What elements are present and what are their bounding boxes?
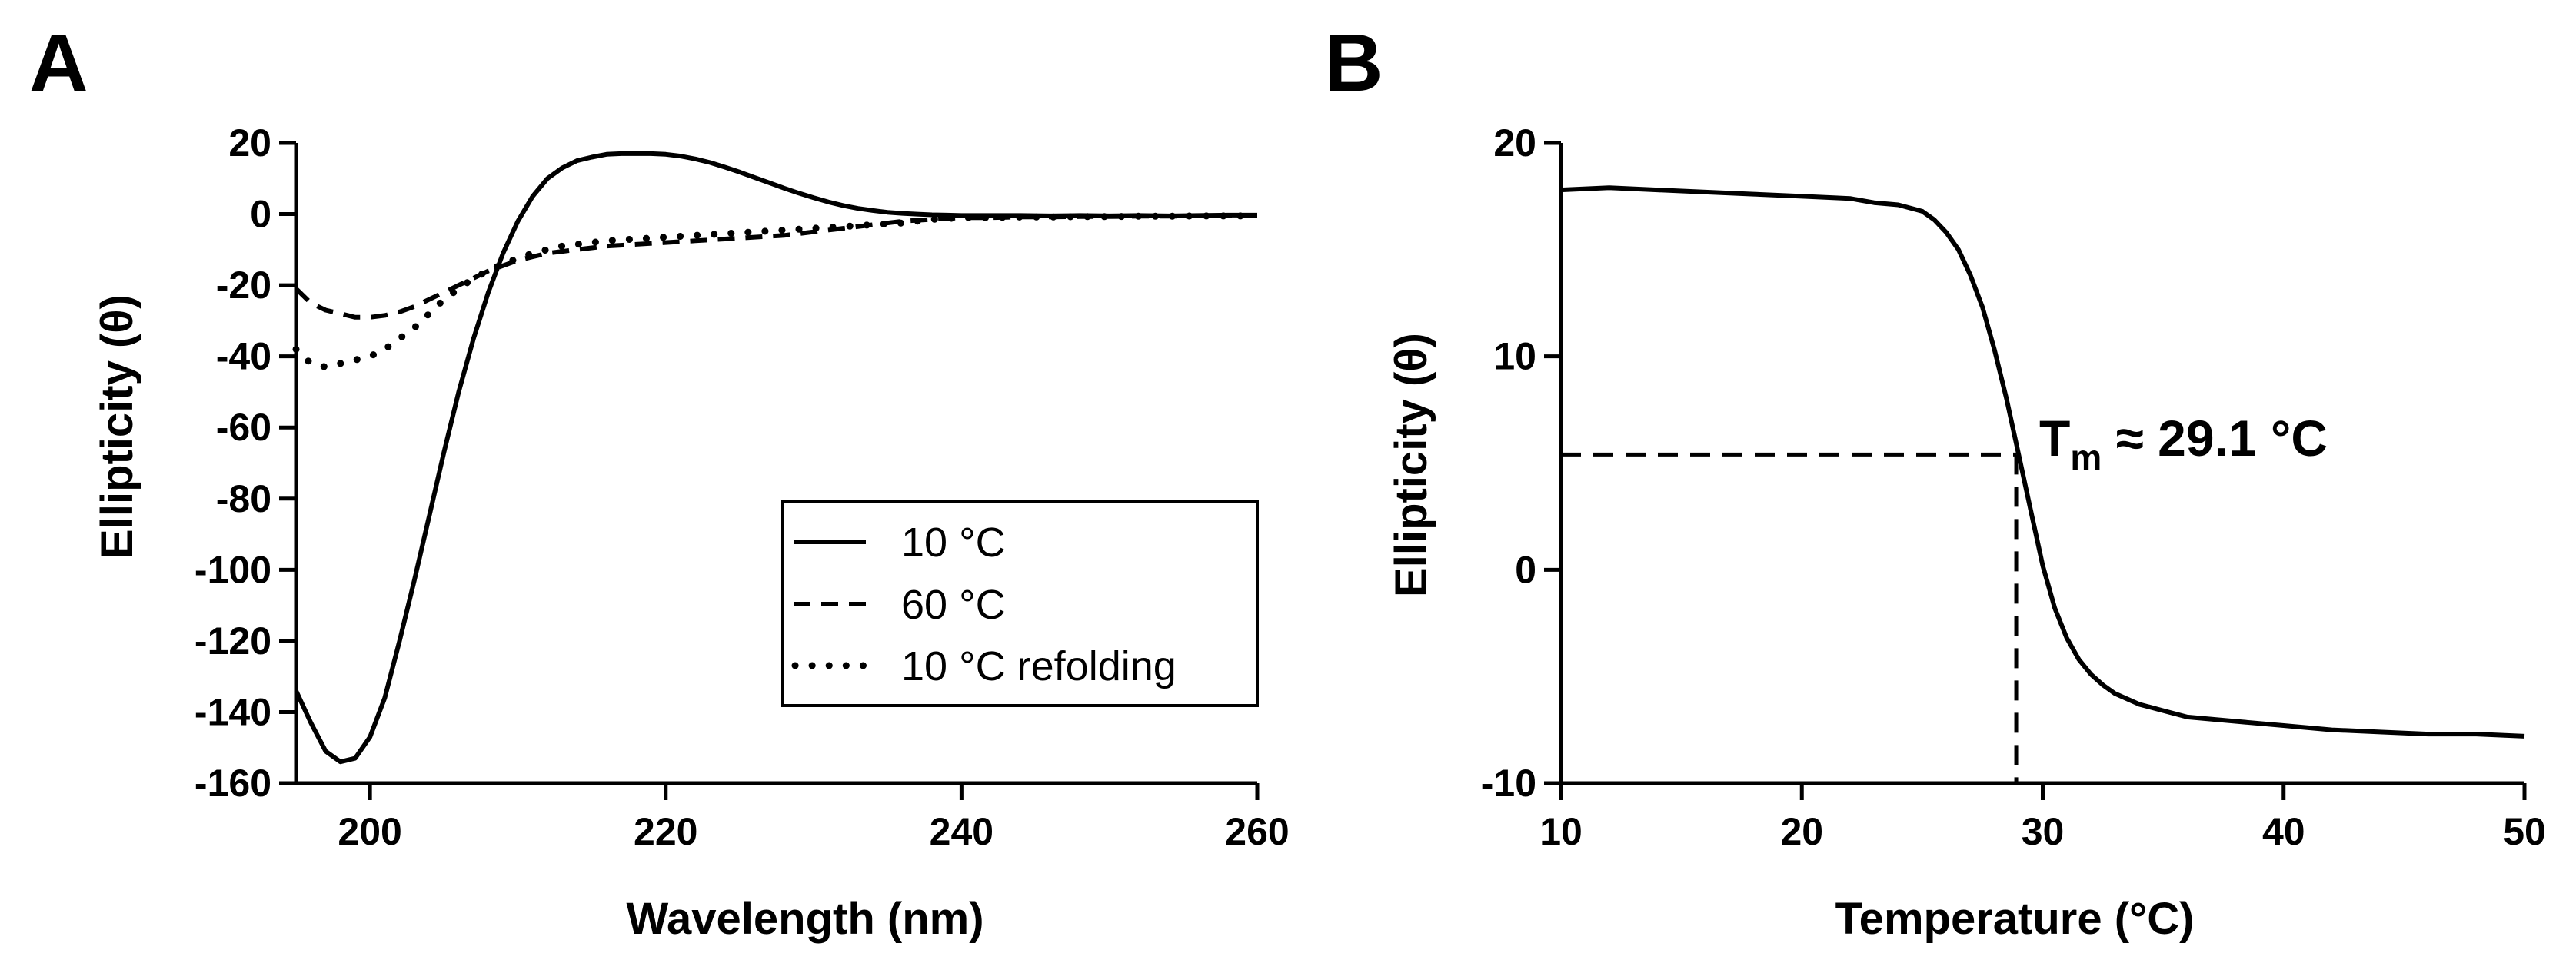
y-tick-label: -80 <box>216 477 271 520</box>
y-tick-label: 20 <box>228 121 271 164</box>
chart-a-series <box>292 151 1261 765</box>
legend-box <box>781 500 1259 707</box>
y-tick-label: -20 <box>216 264 271 307</box>
chart-a: A 200 220 240 260200-20-40-60-80-100-120-14… <box>29 18 1290 944</box>
tm-guide-lines <box>1561 452 2019 783</box>
x-tick-label: 200 <box>338 810 401 853</box>
panel-letter-b: B <box>1324 18 1383 108</box>
panel-letter-a: A <box>29 18 88 108</box>
y-tick-label: -40 <box>216 335 271 378</box>
y-tick-label: 0 <box>250 193 271 236</box>
legend-label-10c: 10 °C <box>901 520 1006 566</box>
chart-a-axes <box>294 143 1257 785</box>
tm-annotation-value: ≈ 29.1 °C <box>2102 410 2328 467</box>
y-tick-label: 20 <box>1493 121 1536 164</box>
x-tick-label: 220 <box>634 810 697 853</box>
series-line-solid <box>1560 185 2525 739</box>
legend-label-60c: 60 °C <box>901 582 1006 628</box>
y-tick-label: -160 <box>195 762 271 805</box>
series-line-dashed <box>294 213 1257 320</box>
y-tick-label: -140 <box>195 690 271 733</box>
chart-a-ylabel: Ellipticity (θ) <box>92 294 142 559</box>
tm-annotation-subscript: m <box>2070 437 2102 477</box>
legend-label-10c-refolding: 10 °C refolding <box>901 643 1177 689</box>
chart-b-series <box>1560 185 2525 739</box>
x-tick-label: 40 <box>2262 810 2305 853</box>
y-tick-label: -10 <box>1481 762 1536 805</box>
tm-annotation: Tm ≈ 29.1 °C <box>2039 410 2328 477</box>
y-tick-label: -60 <box>216 406 271 449</box>
x-tick-label: 260 <box>1225 810 1289 853</box>
chart-a-xlabel: Wavelength (nm) <box>626 894 983 944</box>
tm-annotation-main: T <box>2039 410 2070 467</box>
x-tick-label: 50 <box>2503 810 2546 853</box>
y-tick-label: -100 <box>195 548 271 591</box>
y-tick-label: 0 <box>1515 548 1536 591</box>
chart-b-axes <box>1559 143 2524 785</box>
x-tick-label: 240 <box>930 810 993 853</box>
y-tick-label: -120 <box>195 619 271 663</box>
x-tick-label: 20 <box>1780 810 1823 853</box>
chart-b: B 10 20 30 40 50 20 10 0 -10 Temperature (°C) El… <box>1324 18 2546 944</box>
chart-b-ylabel: Ellipticity (θ) <box>1386 333 1436 597</box>
x-tick-label: 30 <box>2022 810 2065 853</box>
chart-a-legend: 10 °C 60 °C 10 °C refolding <box>781 500 1259 707</box>
series-line-dotted <box>292 212 1261 370</box>
chart-b-xlabel: Temperature (°C) <box>1835 894 2195 944</box>
y-tick-label: 10 <box>1493 335 1536 378</box>
x-tick-label: 10 <box>1539 810 1583 853</box>
chart-a-ticks: 200 220 240 260200-20-40-60-80-100-120-140-… <box>195 121 1290 853</box>
chart-b-ticks: 10 20 30 40 50 20 10 0 -10 <box>1481 121 2546 853</box>
